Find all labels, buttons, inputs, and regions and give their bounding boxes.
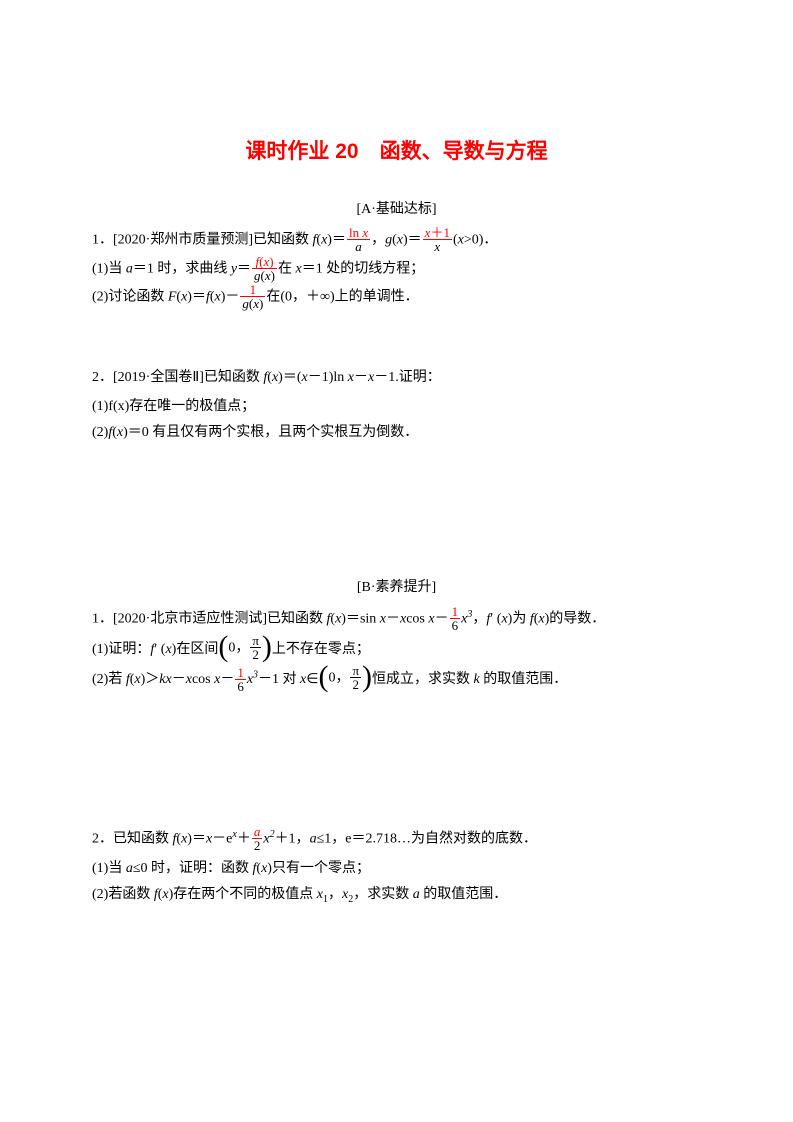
problem-a1: 1．[2020·郑州市质量预测]已知函数 f(x)＝ln xa，g(x)＝x＋1… [92, 227, 701, 254]
a1-mid: ， [371, 233, 385, 248]
a1-sub2: (2)讨论函数 F(x)＝f(x)－1g(x)在(0，＋∞)上的单调性． [92, 284, 701, 311]
problem-b1: 1．[2020·北京市适应性测试]已知函数 f(x)＝sin x－xcos x－… [92, 605, 701, 633]
a1-stem-pre: 1．[2020·郑州市质量预测]已知函数 [92, 233, 313, 248]
b2-sub2: (2)若函数 f(x)存在两个不同的极值点 x1，x2，求实数 a 的取值范围． [92, 882, 701, 909]
b2-sub1: (1)当 a≤0 时，证明：函数 f(x)只有一个零点； [92, 856, 701, 883]
a1-sub1: (1)当 a＝1 时，求曲线 y＝f(x)g(x)在 x＝1 处的切线方程； [92, 256, 701, 283]
a1-tail: (x>0)． [453, 233, 497, 248]
section-a-label: [A·基础达标] [92, 199, 701, 221]
b1-sub1: (1)证明：f′ (x)在区间(0，π2)上不存在零点； [92, 635, 701, 665]
a2-sub1: (1)f(x)存在唯一的极值点； [92, 394, 701, 421]
problem-a2: 2．[2019·全国卷Ⅱ]已知函数 f(x)＝(x－1)ln x－x－1.证明： [92, 365, 701, 392]
section-b-label: [B·素养提升] [92, 577, 701, 599]
problem-b2: 2．已知函数 f(x)＝x－ex＋a2x2＋1，a≤1，e＝2.718…为自然对… [92, 825, 701, 853]
page-title: 课时作业 20 函数、导数与方程 [92, 135, 701, 169]
a2-sub2: (2)f(x)＝0 有且仅有两个实根，且两个实根互为倒数． [92, 420, 701, 447]
b1-sub2: (2)若 f(x)＞kx－xcos x－16x3－1 对 x∈(0，π2)恒成立… [92, 665, 701, 695]
